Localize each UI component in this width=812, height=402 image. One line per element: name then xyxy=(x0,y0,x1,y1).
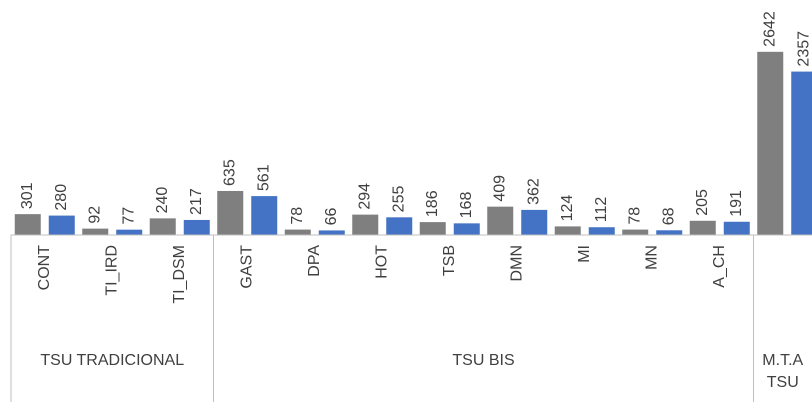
x-tick-label: TI_DSM xyxy=(171,245,188,304)
data-label: 301 xyxy=(19,182,36,209)
group-label: TSU TRADICIONAL xyxy=(40,352,185,369)
bar xyxy=(554,226,581,235)
bar xyxy=(82,228,109,235)
bar xyxy=(284,229,311,235)
data-label: 409 xyxy=(491,175,508,202)
x-tick-label: TSB xyxy=(441,245,458,276)
bar xyxy=(521,209,548,235)
data-label: 2357 xyxy=(795,31,812,67)
data-label: 68 xyxy=(660,207,677,225)
x-tick-label: A_CH xyxy=(711,245,728,288)
data-label: 240 xyxy=(154,187,171,214)
x-tick-label: MN xyxy=(643,245,660,270)
data-label: 255 xyxy=(390,186,407,213)
group-label: M.T.A TSU xyxy=(762,352,804,391)
data-label: 124 xyxy=(559,195,576,222)
data-label: 294 xyxy=(356,183,373,210)
bar xyxy=(149,218,176,235)
bar xyxy=(14,214,41,235)
bar xyxy=(453,223,480,235)
bar xyxy=(183,219,210,235)
bar xyxy=(588,227,615,235)
bar xyxy=(318,230,345,235)
bar xyxy=(622,229,649,235)
data-label: 2642 xyxy=(761,11,778,47)
bar xyxy=(217,190,244,235)
data-label: 77 xyxy=(120,207,137,225)
data-label: 362 xyxy=(525,178,542,205)
data-label: 168 xyxy=(458,192,475,219)
bar xyxy=(487,206,514,235)
bar xyxy=(689,220,716,235)
bar xyxy=(251,196,278,235)
bar xyxy=(48,215,75,235)
x-tick-label: DPA xyxy=(306,245,323,277)
x-tick-label: DMN xyxy=(508,245,525,281)
x-tick-label: HOT xyxy=(373,245,390,279)
bar xyxy=(386,217,413,235)
bar xyxy=(419,222,446,235)
bar xyxy=(723,221,750,235)
bar xyxy=(116,229,143,235)
x-tick-label: GAST xyxy=(238,245,255,289)
bar xyxy=(656,230,683,235)
data-label: 92 xyxy=(86,206,103,224)
data-label: 280 xyxy=(53,184,70,211)
bar xyxy=(757,51,784,235)
data-label: 217 xyxy=(188,188,205,215)
bar xyxy=(352,214,379,235)
data-label: 78 xyxy=(289,207,306,225)
data-label: 66 xyxy=(323,208,340,226)
data-label: 205 xyxy=(694,189,711,216)
data-label: 191 xyxy=(728,190,745,217)
x-tick-label: MI xyxy=(576,245,593,263)
data-label: 186 xyxy=(424,190,441,217)
x-tick-label: TI_IRD xyxy=(103,245,120,296)
bar xyxy=(791,71,812,236)
data-label: 78 xyxy=(626,207,643,225)
x-tick-label: CONT xyxy=(36,245,53,291)
data-label: 112 xyxy=(593,197,610,223)
data-label: 561 xyxy=(255,164,272,191)
group-label: TSU BIS xyxy=(452,352,515,369)
data-label: 635 xyxy=(221,159,238,186)
